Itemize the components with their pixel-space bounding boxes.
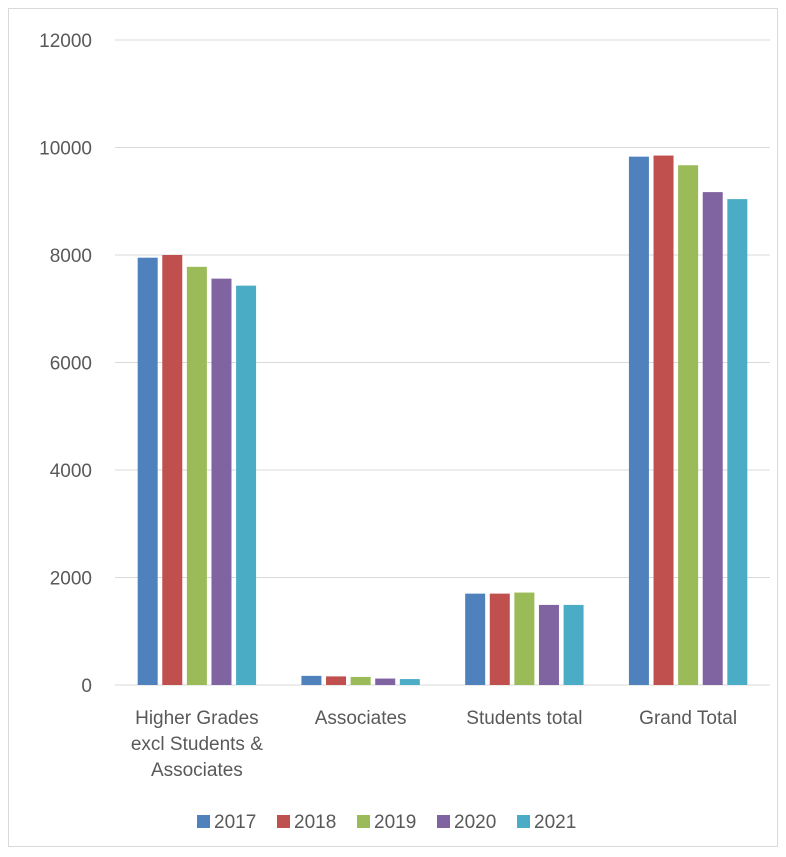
bar-2018-cat0 xyxy=(162,255,183,685)
bar-2019-cat0 xyxy=(186,266,207,685)
x-category-label: Students total xyxy=(466,708,582,729)
bar-2019-cat1 xyxy=(350,676,371,685)
bar-2021-cat1 xyxy=(399,679,420,685)
bar-2017-cat2 xyxy=(465,593,486,685)
legend-swatch-2021 xyxy=(517,815,530,828)
y-tick-label: 10000 xyxy=(39,139,92,160)
y-axis-ticks: 0 2000 4000 6000 8000 10000 12000 xyxy=(39,31,92,697)
x-category-label: Associates xyxy=(315,708,407,729)
bar-2018-cat1 xyxy=(326,676,347,685)
legend-swatch-2018 xyxy=(277,815,290,828)
legend-swatch-2017 xyxy=(197,815,210,828)
y-tick-label: 0 xyxy=(81,676,92,697)
y-tick-label: 4000 xyxy=(50,461,92,482)
legend-label-2018: 2018 xyxy=(294,812,336,833)
y-tick-label: 8000 xyxy=(50,246,92,267)
bar-2020-cat1 xyxy=(375,678,396,685)
bar-2020-cat0 xyxy=(211,278,232,685)
bar-2020-cat3 xyxy=(702,192,723,686)
y-tick-label: 12000 xyxy=(39,31,92,52)
y-tick-label: 6000 xyxy=(50,354,92,375)
bar-2017-cat0 xyxy=(137,257,158,685)
y-tick-label: 2000 xyxy=(50,569,92,590)
legend-swatch-2020 xyxy=(437,815,450,828)
legend-label-2019: 2019 xyxy=(374,812,416,833)
x-category-label: excl Students & xyxy=(131,734,263,755)
x-category-label: Grand Total xyxy=(639,708,737,729)
legend-label-2020: 2020 xyxy=(454,812,496,833)
bar-2018-cat3 xyxy=(653,155,674,685)
bar-2021-cat3 xyxy=(727,199,748,685)
x-axis-categories: Higher Grades excl Students & Associates As… xyxy=(131,708,737,781)
bar-2019-cat3 xyxy=(678,165,699,686)
bar-2021-cat2 xyxy=(563,604,584,685)
legend-label-2017: 2017 xyxy=(214,812,256,833)
bars xyxy=(137,155,748,686)
x-category-label: Higher Grades xyxy=(135,708,259,729)
bar-2018-cat2 xyxy=(489,593,510,685)
legend-label-2021: 2021 xyxy=(534,812,576,833)
bar-2017-cat3 xyxy=(628,156,649,685)
legend: 2017 2018 2019 2020 2021 xyxy=(197,812,576,833)
legend-swatch-2019 xyxy=(357,815,370,828)
bar-2017-cat1 xyxy=(301,675,322,685)
bar-2020-cat2 xyxy=(538,604,559,685)
x-category-label: Associates xyxy=(151,760,243,781)
bar-2021-cat0 xyxy=(236,285,257,685)
bar-2019-cat2 xyxy=(514,592,535,685)
